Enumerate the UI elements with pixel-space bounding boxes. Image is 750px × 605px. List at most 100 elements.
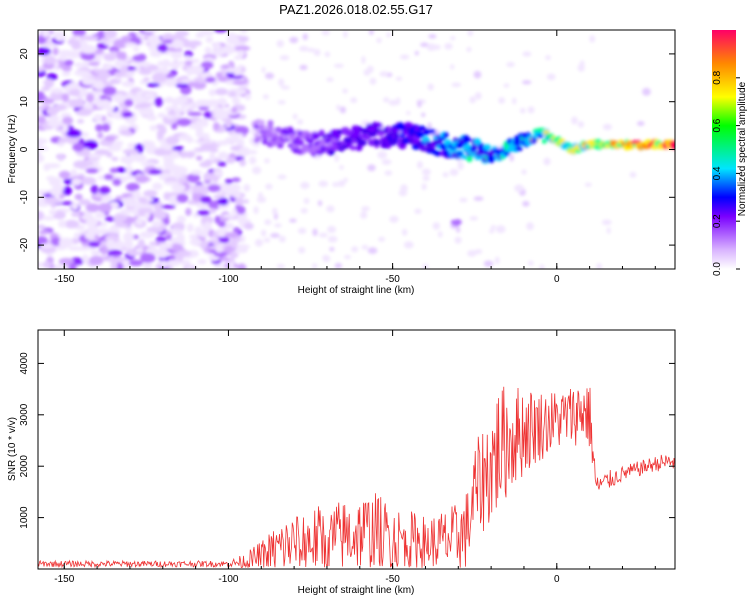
spectrogram-cell [351,246,359,253]
spectrogram-cell [217,229,227,238]
spectrogram-cell [498,97,505,104]
spectrogram-cell [324,51,331,58]
spectrogram-cell [72,30,86,37]
spectrogram-cell [97,202,113,213]
spectrogram-cell [111,156,119,162]
spectrogram-cell [128,153,137,160]
snr-y-label: SNR (10 * v/v) [7,417,18,481]
spectrogram-cell [249,156,257,165]
spectrogram-cell [121,80,135,88]
spectrogram-cell [186,173,201,183]
spectrogram-cell [234,125,249,135]
spectrogram-cell [239,35,249,42]
spectrogram-cell [190,65,204,76]
spectrogram-cell [135,247,144,254]
spectrogram-cell [102,86,117,96]
spectrogram-cell [137,238,145,249]
spectrogram-cell [132,54,146,62]
spectrogram-cell [427,122,432,131]
spectrogram-cell [381,159,392,165]
spectrogram-cell [420,42,429,48]
spectrogram-cell [143,190,156,197]
spectrogram-cell [272,207,278,215]
spectrogram-cell [302,33,308,41]
spectrogram-cell [113,39,128,49]
spectrogram-cell [514,184,524,193]
spectrogram-cell [414,208,422,214]
snr-x-label: Height of straight line (km) [298,585,415,596]
spectrogram-cell [180,260,191,266]
spectrogram-cell [176,233,185,242]
spectrogram-cell [466,155,473,163]
spectrogram-cell [74,62,84,68]
spectrogram-cell [200,61,214,69]
spectrogram-cell [80,40,88,51]
spectrogram-cell [132,189,141,200]
spectrogram-cell [547,133,553,138]
spectrogram-cell [38,110,43,117]
spectrogram-cell [139,231,155,239]
spectrogram-cell [94,149,110,156]
spectrogram-cell [122,111,134,118]
spectrogram-cell [234,248,240,254]
spectrogram-cell [261,139,268,145]
spectrogram-cell [116,51,124,60]
spectrogram-cell [176,250,192,257]
spectrogram-cell [112,93,126,103]
spectrogram-cell [93,80,104,90]
spectrogram-cell [148,169,163,175]
spectrogram-cell [443,132,449,139]
spectrogram-cell [474,92,482,100]
spectrogram-cell [579,60,585,67]
spectrogram-cell [125,175,136,180]
spectrogram-cell [333,63,344,68]
spectrogram-cell [176,193,189,203]
spectrogram-cell [97,132,104,139]
spectrogram-cell [38,262,44,268]
spectrogram-cell [521,169,527,175]
spectrogram-cell [213,42,222,50]
spectrogram-cell [318,232,328,238]
spectrogram-cell [138,208,146,217]
snr-frame [37,329,676,570]
spectrogram-cell [155,236,167,243]
spectrogram-cell [114,241,124,250]
spectrogram-cell [199,229,208,238]
spectrogram-cell [157,112,166,118]
spectrogram-cell [299,64,308,71]
spectrogram-cell [74,70,90,77]
colorbar-tick-label: 0.2 [712,214,723,228]
spectrogram-cell [231,177,241,183]
spectrogram-cell [403,241,414,249]
spectrogram-cell [378,236,386,242]
spectrogram-cell [84,230,96,240]
spectrogram-cell [165,135,180,145]
spectrogram-cell [522,200,530,207]
spectrogram-cell [450,64,455,70]
spectrogram-cell [190,42,197,50]
spectrogram-cell [338,180,346,188]
spectrogram-cell [421,183,427,191]
spectrogram-cell [188,234,198,239]
spectrogram-cell [131,95,140,101]
spectrogram-cell [232,227,241,233]
spectrogram-cell [577,121,585,128]
spectrogram-cell [376,131,386,136]
spectrogram-cell [238,146,251,157]
spectrogram-cell [204,46,212,55]
spectrogram-cell [173,108,186,113]
spectrogram-cell [467,249,477,257]
spectrogram-cell [128,259,144,267]
spectrogram-cell [52,47,59,56]
spectrogram-cell [143,77,150,82]
spectrogram-cell [138,196,148,203]
spectrogram-cell [318,129,325,136]
spectrogram-cell [297,227,307,235]
spectrogram-cell [190,170,203,176]
spectrogram-cell [70,169,78,177]
spectrogram-cell [218,197,229,206]
spectrogram-cell [74,193,83,201]
spectrogram-cell [48,115,60,121]
spectrogram-cell [280,85,290,90]
spectrogram-cell [298,246,306,254]
